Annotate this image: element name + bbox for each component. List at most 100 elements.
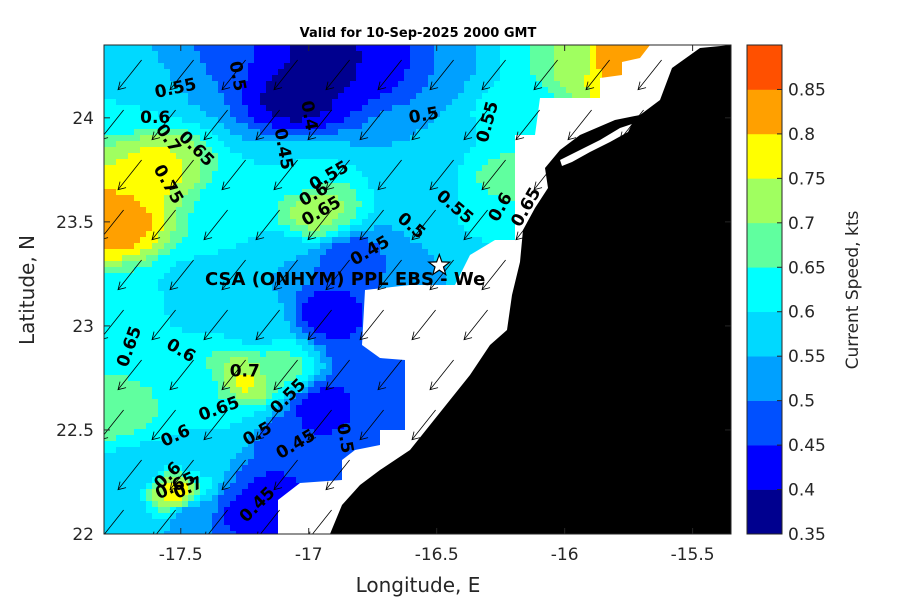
colorbar-tick-label: 0.8 [788,125,815,145]
current-vector [104,209,124,236]
current-vector-head [325,181,335,191]
current-vector [463,309,488,340]
site-marker-group: CSA (ONHYM) PPL EBS - We [205,252,485,290]
current-vector [689,259,714,290]
current-vector [515,209,540,240]
land-region [330,45,731,534]
contour-label: 0.7 [230,362,260,382]
current-vector [307,309,332,340]
colorbar-tick-label: 0.55 [788,347,826,367]
current-vector [208,509,228,534]
current-vector [533,459,558,490]
current-vector-head [151,331,161,341]
current-vector [481,159,506,190]
current-vector [585,159,610,190]
current-vector-head [117,381,127,391]
current-vector [689,59,714,90]
current-vector-head [411,231,421,241]
current-vector-head [221,281,231,291]
current-vector-head [307,131,317,141]
current-vector [481,59,506,90]
current-vector-head [567,331,577,341]
y-tick-label: 22 [72,525,94,545]
site-star-marker [427,252,452,276]
current-vector-head [255,131,265,141]
current-vector-head [169,281,179,291]
current-vector [117,359,142,390]
current-vector [377,359,402,390]
y-tick-label: 24 [72,109,94,129]
current-vector-head [359,231,369,241]
current-vector-head [255,231,265,241]
current-vector [117,159,142,190]
colorbar-swatch [747,267,782,313]
colorbar-swatch [747,222,782,268]
current-vector [307,209,332,240]
current-vector-head [429,381,439,391]
current-vector-head [273,381,283,391]
current-vector-head [151,231,161,241]
current-vector [359,409,384,440]
current-vector-head [429,481,439,491]
current-vector [260,509,280,534]
current-vector-head [619,131,629,141]
x-tick-label: -17.5 [159,545,203,565]
lagoon [560,124,632,166]
current-vector [689,159,714,190]
current-vector-head [619,231,629,241]
current-vector [273,159,298,190]
current-vector [411,409,436,440]
current-vector [481,459,506,490]
current-vector-head [255,431,265,441]
current-vector-head [637,281,647,291]
current-vector [411,309,436,340]
current-vector-head [671,331,681,341]
current-vector-head [221,81,231,91]
current-vector [221,59,246,90]
current-vector [676,509,696,534]
current-vector [117,459,142,490]
colorbar-swatch [747,178,782,224]
colorbar-tick-label: 0.6 [788,303,815,323]
current-vector-head [515,231,525,241]
current-vector-head [169,381,179,391]
current-vector [377,259,402,290]
current-vector-head [481,281,491,291]
current-vector [481,359,506,390]
contour-label: 0.6 [140,108,170,128]
current-vector-head [203,431,213,441]
current-vector [359,109,384,140]
current-vector-head [307,431,317,441]
current-vector [325,459,350,490]
current-vector [273,459,298,490]
y-tick-label: 23 [72,317,94,337]
current-vector [637,59,662,90]
current-vector [169,359,194,390]
current-vector-head [221,481,231,491]
current-vector [533,59,558,90]
current-vector [429,59,454,90]
current-vector-head [637,81,647,91]
current-vector-head [104,437,109,440]
current-vector [273,359,298,390]
current-vector-head [117,481,127,491]
current-vector-head [463,231,473,241]
current-vector [203,209,228,240]
current-vector [312,509,332,534]
current-vector-head [463,431,473,441]
current-vector-head [151,431,161,441]
current-vector [689,359,714,390]
current-vector-head [533,81,543,91]
current-vector [203,409,228,440]
current-vector-head [567,231,577,241]
current-vector [585,359,610,390]
current-vector [468,509,488,534]
current-vector-head [325,281,335,291]
x-tick-label: -16 [551,545,579,565]
current-vector [117,59,142,90]
current-vector [273,59,298,90]
current-vector-head [307,331,317,341]
current-vector [325,259,350,290]
current-vector [515,409,540,440]
current-vector [515,109,540,140]
